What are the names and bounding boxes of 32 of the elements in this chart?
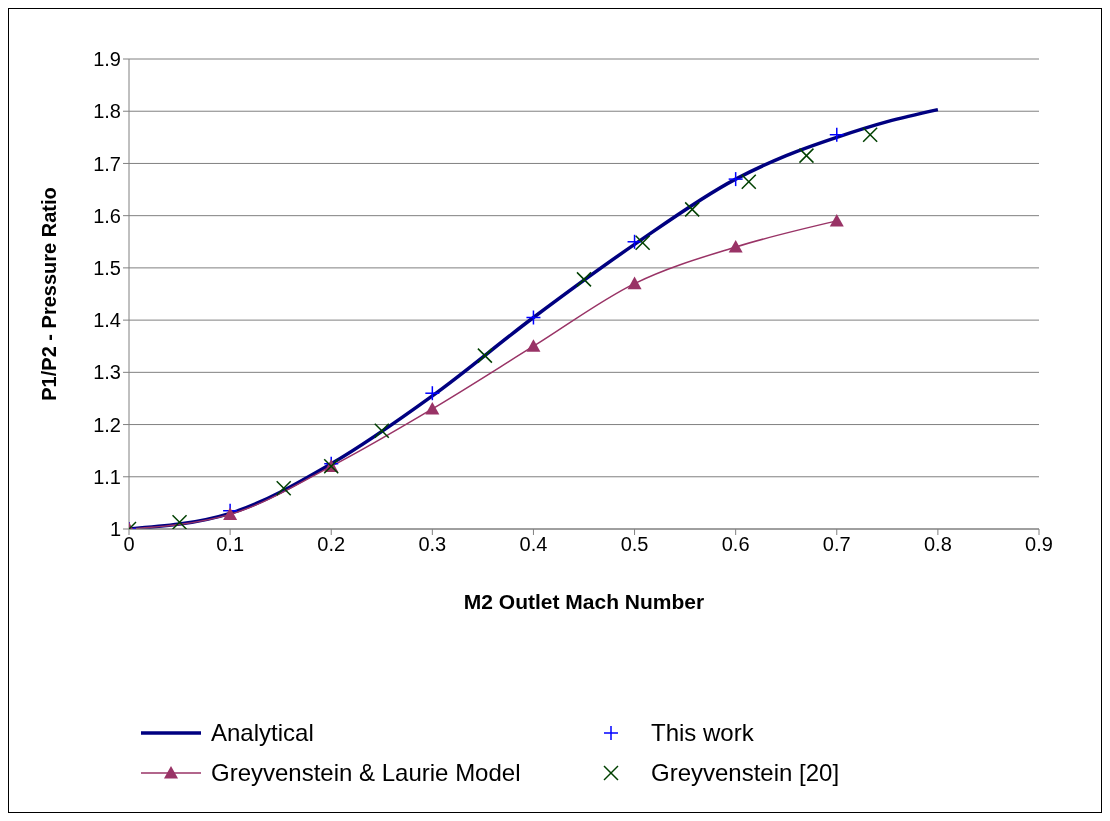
legend-label: Greyvenstein & Laurie Model xyxy=(211,759,521,787)
x-tick-label: 0.6 xyxy=(721,533,750,556)
y-tick-label: 1.5 xyxy=(93,256,121,279)
x-axis-title: M2 Outlet Mach Number xyxy=(463,590,705,613)
y-tick-label: 1.1 xyxy=(93,465,121,488)
y-tick-label: 1.9 xyxy=(93,48,121,71)
x-tick-label: 0.5 xyxy=(620,533,649,556)
x-tick-label: 0.8 xyxy=(923,533,952,556)
x-tick-label: 0.3 xyxy=(418,533,447,556)
y-axis-title: P1/P2 - Pressure Ratio xyxy=(38,187,61,401)
x-tick-label: 0.7 xyxy=(822,533,851,556)
y-tick-label: 1 xyxy=(109,518,121,541)
y-tick-label: 1.7 xyxy=(93,152,121,175)
x-tick-label: 0.1 xyxy=(216,533,245,556)
point xyxy=(223,507,238,520)
y-tick-label: 1.4 xyxy=(93,309,121,332)
y-tick-label: 1.6 xyxy=(93,204,121,227)
x-tick-label: 0.2 xyxy=(317,533,346,556)
point xyxy=(728,240,743,253)
point xyxy=(425,401,440,415)
x-tick-label: 0 xyxy=(123,533,135,556)
point xyxy=(526,339,541,352)
point xyxy=(829,213,844,227)
legend-label: This work xyxy=(651,719,754,747)
x-tick-label: 0.4 xyxy=(519,533,548,556)
y-tick-label: 1.8 xyxy=(93,100,121,123)
legend-label: Greyvenstein [20] xyxy=(651,759,840,787)
legend-label: Analytical xyxy=(211,719,314,747)
x-tick-label: 0.9 xyxy=(1025,533,1053,556)
y-tick-label: 1.2 xyxy=(93,413,121,436)
point xyxy=(627,276,642,290)
y-tick-label: 1.3 xyxy=(93,361,121,384)
